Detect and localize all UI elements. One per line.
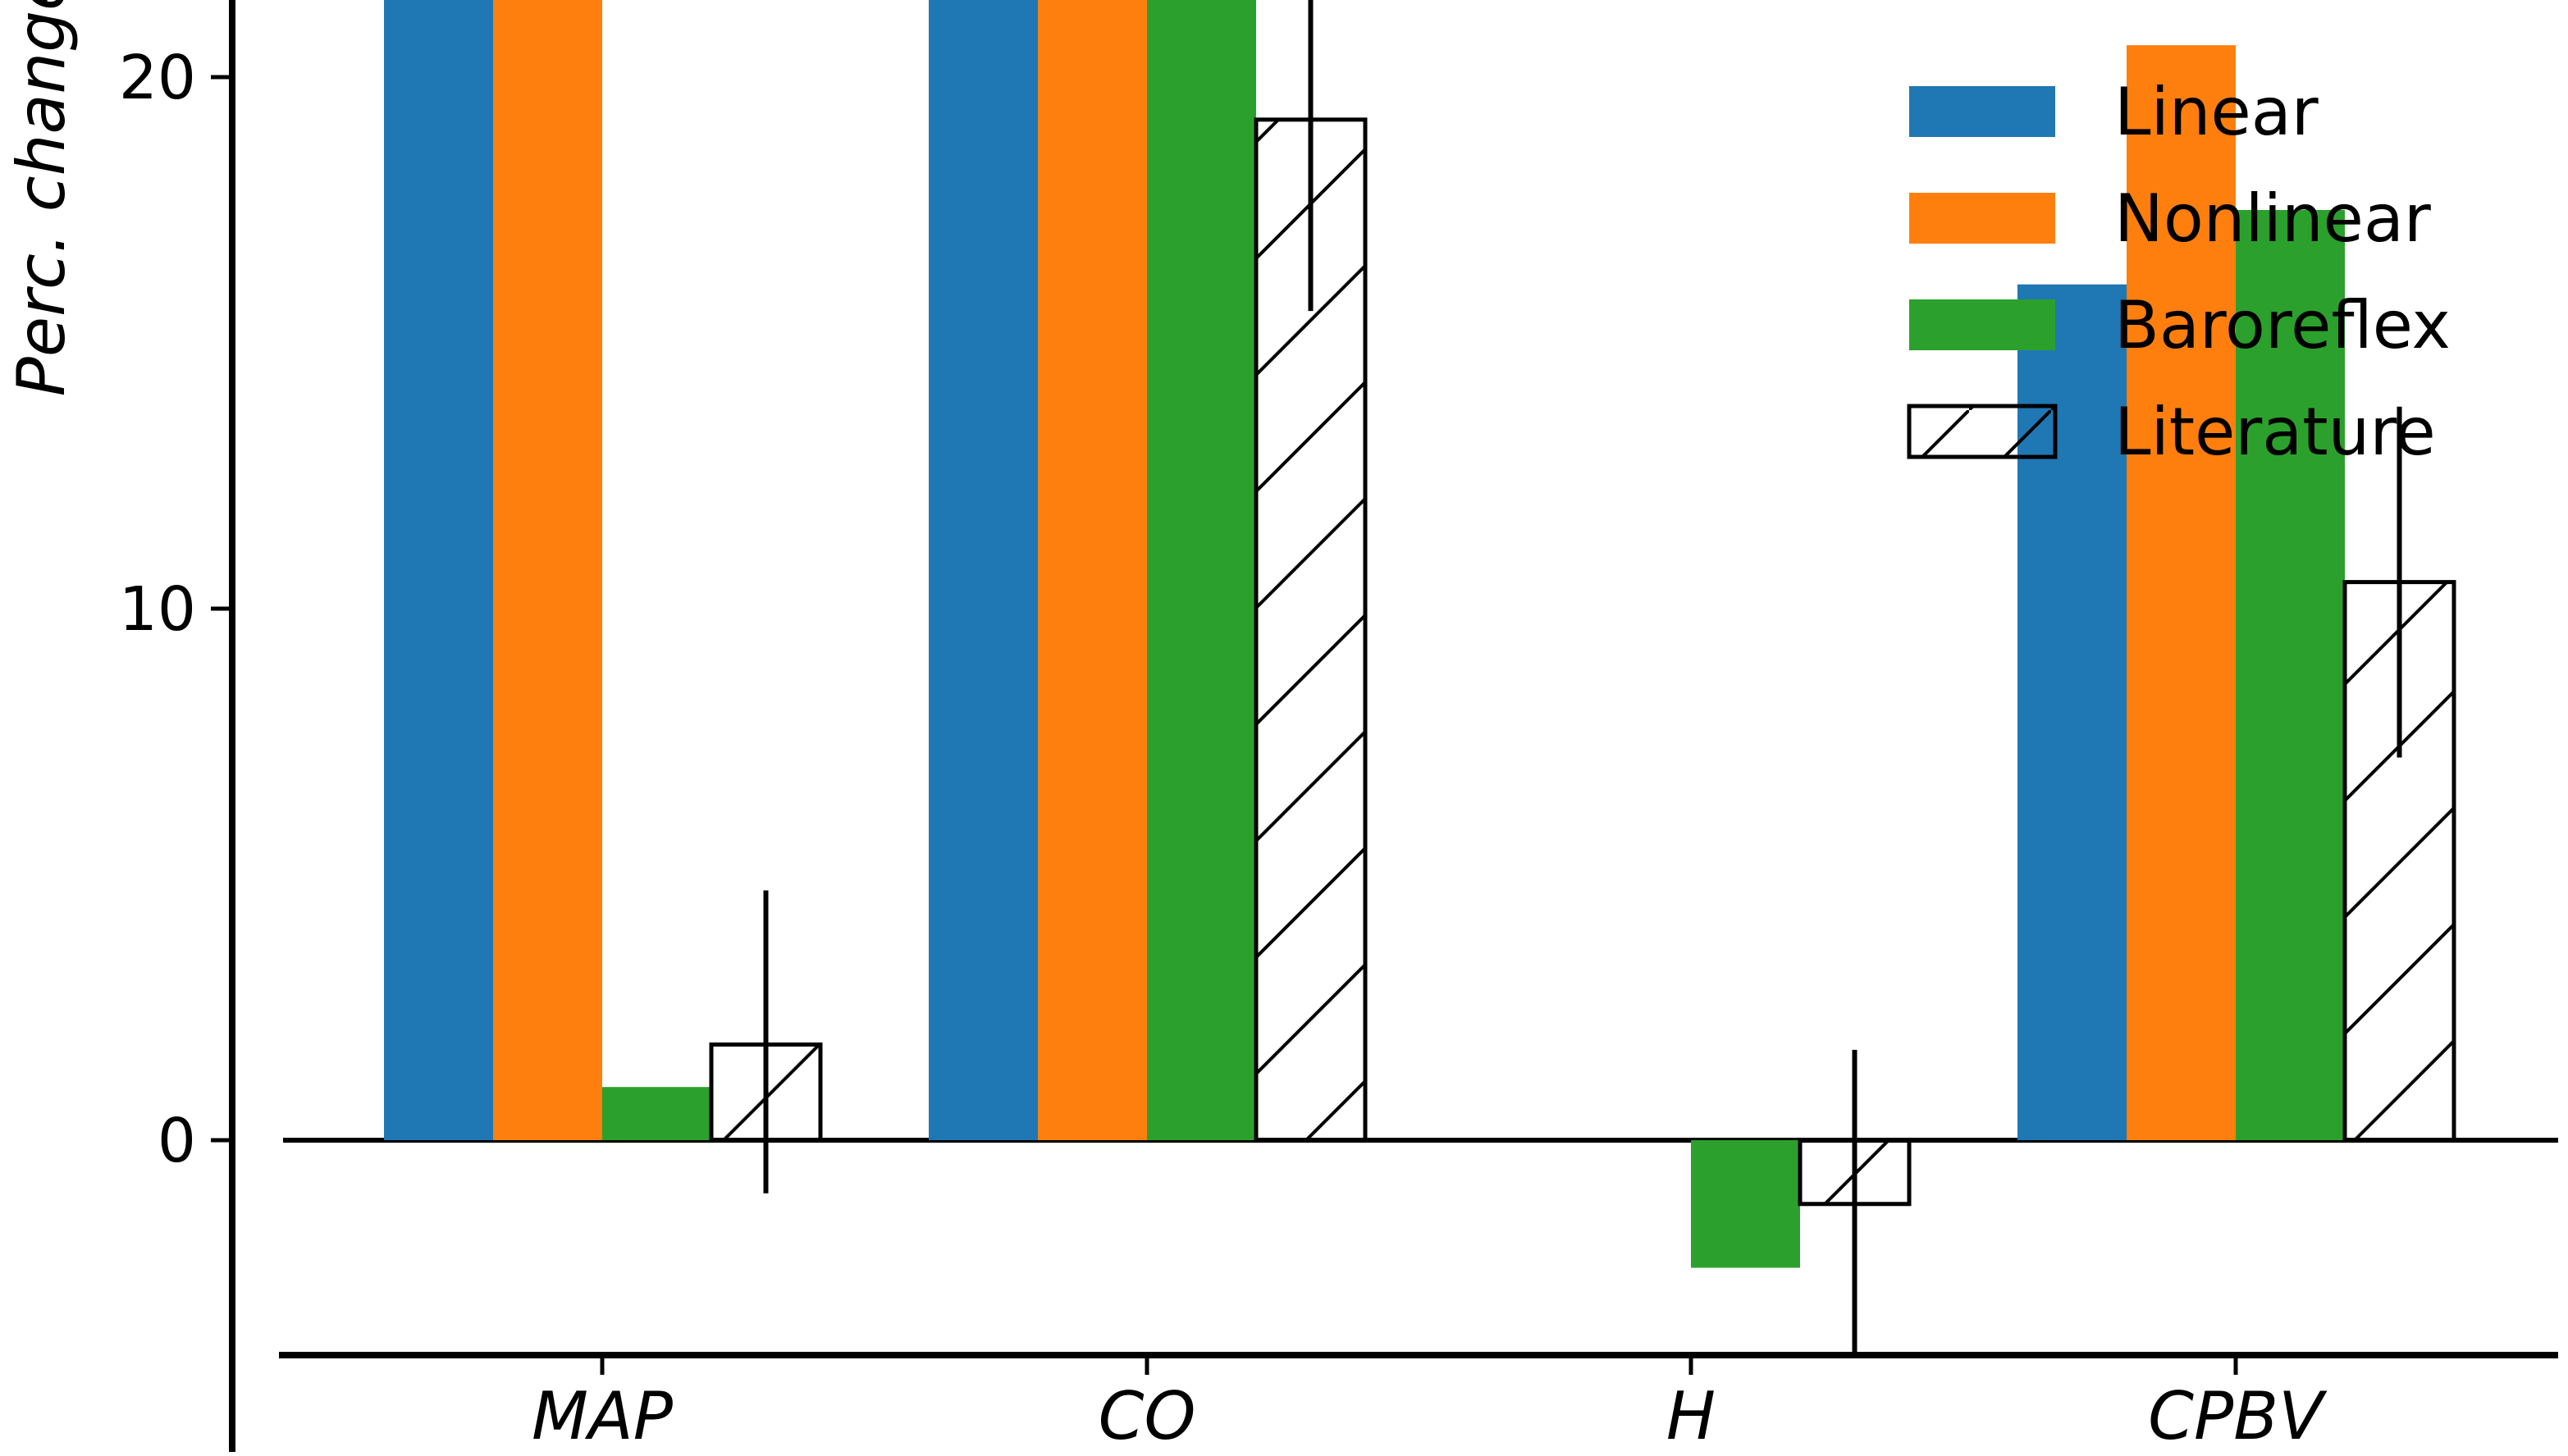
legend-label-literature: Literature (2114, 394, 2436, 470)
legend-swatch-baroreflex (1909, 299, 2055, 350)
y-tick-label: 0 (158, 1106, 196, 1176)
legend-label-linear: Linear (2114, 74, 2319, 150)
legend-swatch-linear (1909, 86, 2055, 137)
legend-label-baroreflex: Baroreflex (2114, 287, 2451, 363)
bar-linear-co (929, 0, 1038, 1140)
legend-label-nonlinear: Nonlinear (2114, 180, 2431, 257)
y-tick-label: 10 (119, 574, 196, 645)
legend-swatch-nonlinear (1909, 193, 2055, 244)
bar-baroreflex-map (602, 1087, 711, 1140)
x-tick-label: CO (1099, 1378, 1196, 1452)
bar-baroreflex-co (1147, 0, 1256, 1141)
bar-baroreflex-h (1691, 1140, 1800, 1268)
x-tick-label: H (1666, 1378, 1716, 1452)
x-tick-label: CPBV (2148, 1378, 2328, 1452)
bar-linear-map (384, 0, 493, 1140)
y-axis-title: Perc. change (3, 0, 80, 396)
bar-nonlinear-co (1038, 0, 1147, 1140)
bar-nonlinear-map (493, 0, 602, 1140)
legend-swatch-literature (1907, 404, 2058, 459)
bar-nonlinear-cpbv (2127, 45, 2236, 1141)
bar-baroreflex-cpbv (2236, 210, 2345, 1140)
y-tick-label: 20 (119, 43, 196, 113)
x-tick-label: MAP (532, 1378, 674, 1452)
